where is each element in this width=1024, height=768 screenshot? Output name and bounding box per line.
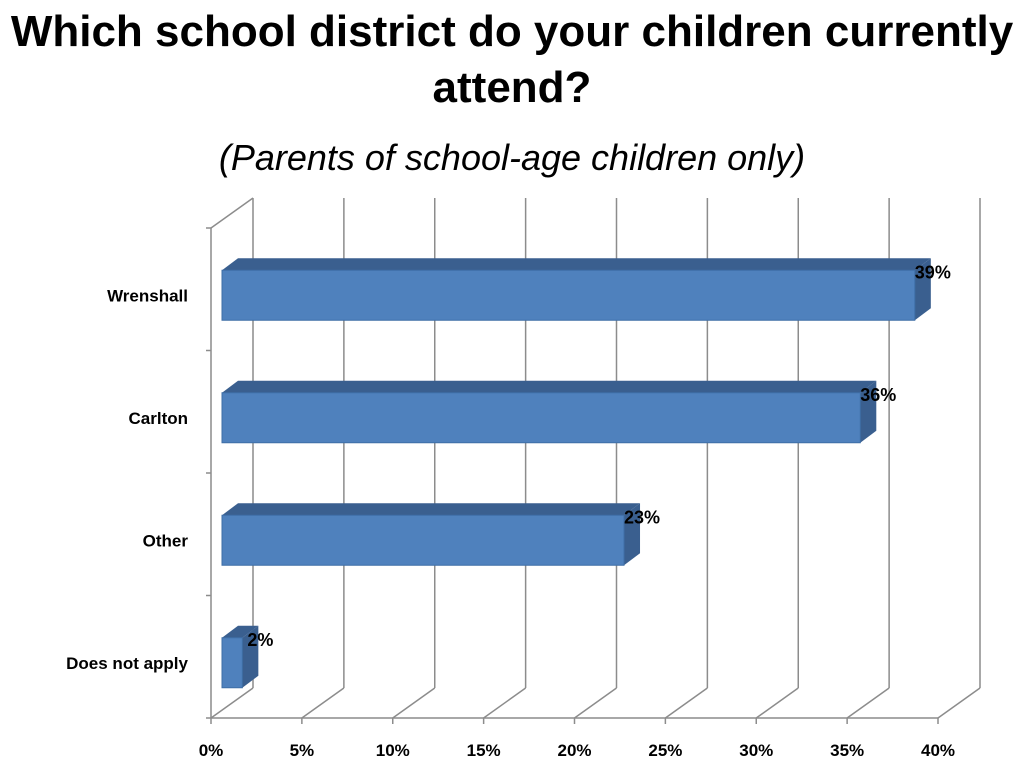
axes — [206, 197, 939, 724]
floor-gridline — [755, 687, 799, 719]
x-tick-label: 10% — [376, 741, 410, 760]
bar-side-face — [242, 625, 259, 688]
bar-side-face — [914, 258, 931, 321]
data-label: 36% — [860, 385, 896, 405]
floor-gridline — [483, 687, 527, 719]
bar-top-face — [222, 503, 641, 516]
floor-gridline — [301, 687, 345, 719]
bar-front-face — [221, 637, 243, 689]
category-label: Carlton — [129, 409, 189, 428]
bar-top-face — [222, 258, 931, 271]
bars — [221, 258, 931, 689]
wall-edge-top — [210, 197, 254, 229]
data-label: 39% — [915, 262, 951, 282]
category-label: Other — [143, 531, 189, 550]
bar-top-face — [222, 380, 877, 393]
labels: 0% 5% 10% 15% 20% 25% 30% 35% 40% Wrenshall 39% Car… — [66, 262, 955, 760]
data-label: 23% — [624, 507, 660, 527]
bar-side-face — [624, 503, 641, 566]
bar-other — [221, 503, 641, 566]
floor-gridline — [574, 687, 617, 719]
floor-gridline — [392, 687, 436, 719]
bar-does-not-apply — [221, 625, 259, 689]
x-tick-label: 35% — [830, 741, 864, 760]
category-label: Wrenshall — [107, 286, 188, 305]
floor-gridline — [210, 687, 254, 719]
bar-front-face — [221, 514, 625, 566]
bar-wrenshall — [221, 258, 931, 321]
x-tick-label: 0% — [199, 741, 224, 760]
floor-gridline — [664, 687, 708, 719]
bar-front-face — [221, 269, 916, 321]
chart-subtitle: (Parents of school-age children only) — [218, 137, 806, 178]
x-tick-label: 25% — [648, 741, 682, 760]
x-tick-label: 5% — [290, 741, 315, 760]
floor-gridline — [846, 687, 890, 719]
floor-gridline — [937, 687, 981, 719]
x-tick-label: 30% — [739, 741, 773, 760]
x-tick-label: 40% — [921, 741, 955, 760]
bar-side-face — [860, 380, 877, 443]
x-tick-label: 20% — [557, 741, 591, 760]
bar-top-face — [222, 625, 259, 638]
data-label: 2% — [247, 630, 273, 650]
category-label: Does not apply — [66, 654, 188, 673]
x-tick-label: 15% — [467, 741, 501, 760]
bar-carlton — [221, 380, 877, 444]
chart-title: Which school district do your children c… — [10, 7, 1014, 112]
bar-front-face — [221, 392, 861, 444]
